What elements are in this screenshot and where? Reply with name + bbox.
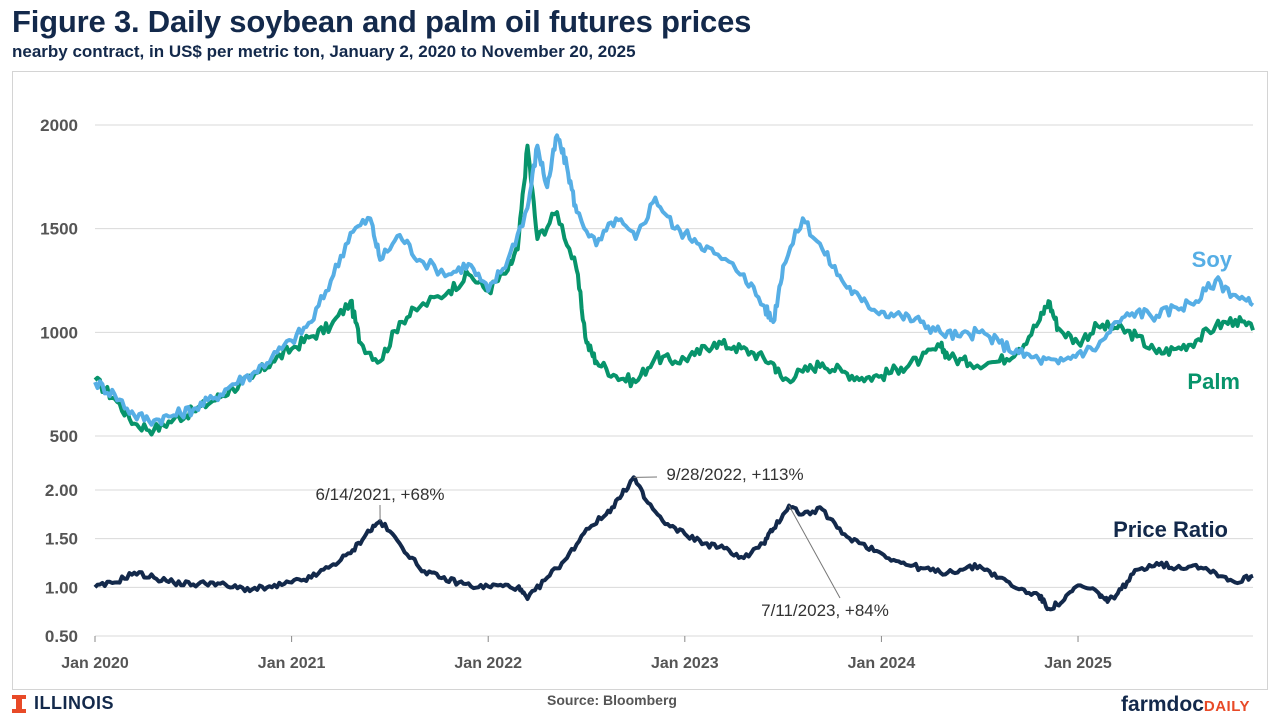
price-ratio-series-label: Price Ratio bbox=[1113, 517, 1228, 542]
soy-series-label: Soy bbox=[1192, 247, 1233, 272]
x-tick-label: Jan 2023 bbox=[651, 655, 719, 672]
x-tick-label: Jan 2022 bbox=[454, 655, 522, 672]
annotation-label: 7/11/2023, +84% bbox=[761, 601, 889, 620]
annotations: 6/14/2021, +68% 9/28/2022, +113% 7/11/2023… bbox=[315, 465, 888, 620]
price-ytick-label: 1000 bbox=[40, 323, 78, 342]
ratio-ytick-label: 1.50 bbox=[45, 530, 78, 549]
annotation-label: 9/28/2022, +113% bbox=[666, 465, 803, 484]
soy-series-line bbox=[93, 133, 1255, 427]
palm-series-label: Palm bbox=[1187, 369, 1240, 394]
x-tick-label: Jan 2025 bbox=[1044, 655, 1112, 672]
x-tick-label: Jan 2020 bbox=[61, 655, 129, 672]
tick-labels: 500 1000 1500 2000 0.50 1.00 1.50 2.00 Jan 2020 J… bbox=[40, 116, 1112, 672]
illinois-logo-text: ILLINOIS bbox=[34, 693, 114, 713]
series-lines bbox=[93, 133, 1255, 612]
annotation-leader-line bbox=[788, 505, 841, 599]
annotation-label: 6/14/2021, +68% bbox=[315, 485, 444, 504]
x-tick-label: Jan 2024 bbox=[848, 655, 916, 672]
source-note: Source: Bloomberg bbox=[547, 692, 677, 708]
price-ytick-label: 500 bbox=[50, 427, 78, 446]
brand-main: farmdoc bbox=[1121, 693, 1204, 716]
palm-series-line bbox=[93, 143, 1255, 437]
illinois-logo: ILLINOIS bbox=[12, 693, 114, 714]
farmdoc-daily-logo: farmdocDAILY bbox=[1121, 693, 1250, 717]
price-ytick-label: 2000 bbox=[40, 116, 78, 135]
chart-panel bbox=[12, 71, 1268, 690]
series-labels: Soy Palm Price Ratio bbox=[1113, 247, 1240, 542]
ratio-ytick-label: 2.00 bbox=[45, 481, 78, 500]
brand-sub: DAILY bbox=[1203, 698, 1250, 715]
ratio-ytick-label: 1.00 bbox=[45, 578, 78, 597]
price-ratio-series-line bbox=[93, 475, 1254, 612]
grid-lines bbox=[94, 124, 1253, 642]
block-i-icon bbox=[12, 694, 26, 713]
x-tick-label: Jan 2021 bbox=[258, 655, 326, 672]
chart-title: Figure 3. Daily soybean and palm oil fut… bbox=[12, 4, 752, 39]
chart-subtitle: nearby contract, in US$ per metric ton, … bbox=[12, 42, 636, 61]
ratio-ytick-label: 0.50 bbox=[45, 627, 78, 646]
price-ytick-label: 1500 bbox=[40, 220, 78, 239]
